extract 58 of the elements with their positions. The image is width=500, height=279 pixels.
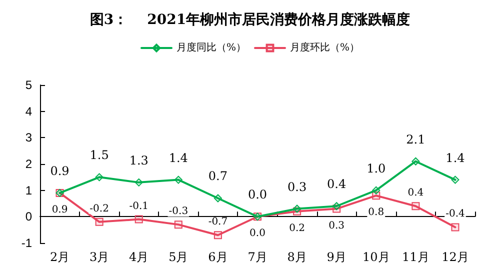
chart-title: 图3： 2021年柳州市居民消费价格月度涨跌幅度	[90, 11, 410, 28]
data-label: 1.4	[168, 150, 188, 165]
point	[412, 202, 420, 210]
y-tick-label: 0	[25, 210, 32, 224]
x-tick-label: 9月	[326, 250, 346, 264]
y-tick-label: 1	[25, 183, 32, 198]
data-label: 0.4	[327, 177, 346, 192]
x-tick-label: 10月	[362, 250, 390, 264]
data-label: 1.4	[446, 150, 466, 165]
x-tick-label: 3月	[90, 250, 110, 264]
data-label: 1.3	[129, 153, 148, 168]
data-label: 2.1	[406, 132, 426, 146]
point	[174, 176, 182, 184]
data-label: 0.9	[50, 164, 70, 178]
data-label: 0.8	[368, 207, 384, 218]
data-label: 1.0	[366, 161, 386, 176]
data-label: 0.7	[208, 169, 228, 184]
data-label: 0.0	[248, 188, 268, 202]
data-label: -0.4	[446, 208, 465, 220]
point	[95, 218, 104, 226]
x-tick-label: 11月	[402, 250, 430, 264]
point	[451, 176, 460, 184]
point	[332, 202, 341, 210]
data-label: 0.0	[250, 228, 266, 240]
point	[134, 178, 143, 186]
point	[134, 215, 143, 224]
point	[451, 223, 460, 232]
data-label: -0.3	[168, 206, 188, 218]
x-tick-label: 6月	[208, 250, 228, 264]
y-tick-label: 3	[25, 130, 32, 145]
x-tick-label: 2月	[50, 250, 70, 264]
data-label: -0.7	[208, 216, 228, 228]
x-tick-label: 5月	[168, 250, 188, 264]
y-tick-label: 2	[25, 157, 32, 171]
point	[214, 231, 222, 240]
point	[412, 157, 420, 166]
point	[293, 204, 302, 213]
y-tick-label: 4	[25, 104, 32, 118]
point	[214, 194, 222, 202]
legend-label: 月度环比（%）	[290, 42, 360, 54]
x-tick-label: 4月	[129, 250, 149, 264]
data-label: 1.5	[90, 148, 109, 162]
data-label: 0.9	[52, 204, 68, 216]
x-tick-label: 7月	[248, 250, 268, 264]
point	[372, 186, 380, 194]
x-tick-label: 8月	[287, 250, 307, 264]
y-tick-label: -1	[21, 236, 32, 250]
point	[95, 173, 104, 182]
data-label: 0.4	[408, 188, 424, 199]
data-label: -0.1	[129, 200, 149, 212]
point	[174, 220, 182, 229]
data-label: 0.3	[288, 180, 307, 194]
y-tick-label: 5	[25, 78, 32, 92]
data-label: -0.2	[90, 203, 109, 214]
x-tick-label: 12月	[442, 250, 469, 264]
legend-label: 月度同比（%）	[176, 42, 246, 54]
data-label: 0.2	[289, 222, 305, 234]
data-label: 0.3	[328, 220, 345, 232]
